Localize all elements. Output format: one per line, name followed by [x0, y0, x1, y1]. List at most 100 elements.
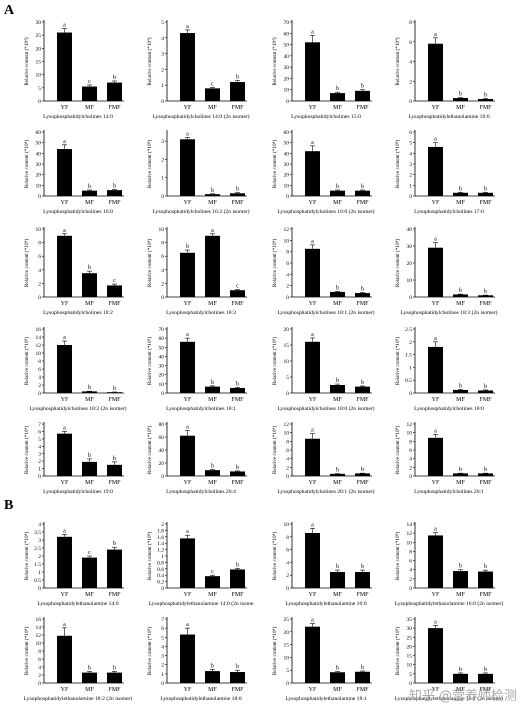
y-tick-label: 0	[286, 586, 289, 592]
bar-yf	[57, 32, 72, 101]
y-tick-label: 2.5	[405, 327, 412, 333]
y-tick-label: 50	[284, 141, 290, 147]
chart-title: Lysophosphatidylcholines 18:0	[414, 406, 484, 412]
significance-letter: b	[336, 86, 339, 92]
chart-title: Lysophosphatidylcholines 18:2	[43, 310, 113, 316]
x-tick-label: MF	[85, 480, 94, 486]
x-tick-label: FMF	[479, 397, 492, 403]
significance-letter: b	[484, 93, 487, 99]
x-tick-label: FMF	[108, 687, 121, 693]
chart-panel-17: 01 23 45 67 Relative content (*10⁴) a YF b MF b FM…	[23, 422, 124, 495]
bar-fmf	[107, 464, 122, 476]
y-tick-label: 0	[409, 474, 412, 480]
y-tick-label: 10	[407, 663, 413, 669]
bar-yf	[428, 628, 443, 683]
y-axis-label: Relative content (*10⁴)	[146, 426, 153, 474]
y-tick-label: 70	[284, 20, 290, 26]
bar-mf	[453, 98, 468, 101]
y-tick-label: 12	[284, 422, 290, 428]
bar-mf	[330, 385, 345, 393]
bar-mf	[205, 470, 220, 476]
y-tick-label: 10	[36, 641, 42, 647]
bar-fmf	[107, 392, 122, 393]
chart-panel-19: 0 2 4 6 8 10 12 Relative content (*10⁴) a YF b MF b F…	[271, 422, 375, 495]
y-tick-label: 0.2	[157, 580, 164, 586]
y-tick-label: 6	[286, 548, 289, 554]
chart-panel-16: 0 0.5 1 1.5 2 2.5 Relative content (*10⁴) a YF b M…	[394, 327, 495, 412]
x-tick-label: YF	[61, 301, 69, 307]
chart-title: Lysophosphatidylethanolamine 14:0	[37, 601, 118, 607]
bar-mf	[82, 273, 97, 297]
y-axis-label: Relative content (*10⁴)	[146, 37, 153, 85]
bar-fmf	[355, 671, 370, 683]
significance-letter: b	[336, 564, 339, 570]
y-tick-label: 1.8	[157, 528, 164, 534]
y-tick-label: 10	[36, 227, 42, 233]
bar-yf	[57, 149, 72, 196]
x-tick-label: MF	[208, 301, 217, 307]
chart-title: Lysophosphatidylcholines 18:1	[166, 406, 236, 412]
y-axis-label: Relative content (*10⁴)	[146, 532, 153, 580]
bar-fmf	[478, 673, 493, 683]
x-tick-label: MF	[333, 200, 342, 206]
y-tick-label: 0	[286, 295, 289, 301]
y-tick-label: 1.5	[405, 353, 412, 359]
y-tick-label: 10	[284, 88, 290, 94]
x-tick-label: MF	[208, 105, 217, 111]
y-axis-label: Relative content (*10⁴)	[23, 239, 30, 287]
y-tick-label: 8	[38, 359, 41, 365]
y-tick-label: 7	[161, 617, 164, 623]
y-axis-label: Relative content (*10⁴)	[23, 337, 30, 385]
chart-panel-9: 0 2 4 6 8 10 Relative content (*10⁴) a YF b MF c FMF…	[23, 227, 124, 316]
bar-mf	[205, 194, 220, 196]
y-tick-label: 30	[407, 626, 413, 632]
chart-title: Lysophosphatidylcholines 20:4	[166, 489, 236, 495]
x-tick-label: FMF	[479, 200, 492, 206]
significance-letter: b	[211, 380, 214, 386]
bar-fmf	[478, 390, 493, 393]
x-tick-label: FMF	[356, 105, 369, 111]
y-tick-label: 15	[284, 343, 290, 349]
y-tick-label: 0	[38, 474, 41, 480]
y-tick-label: 4	[38, 375, 41, 381]
y-tick-label: 14	[36, 625, 42, 631]
significance-letter: b	[459, 186, 462, 192]
y-tick-label: 12	[407, 422, 413, 428]
x-tick-label: YF	[61, 592, 69, 598]
y-tick-label: 4	[409, 151, 412, 157]
significance-letter: b	[336, 468, 339, 474]
y-axis-label: Relative content (*10⁴)	[394, 337, 401, 385]
y-tick-label: 15	[36, 60, 42, 66]
y-tick-label: 3	[161, 139, 164, 145]
bar-mf	[453, 192, 468, 196]
x-tick-label: MF	[333, 592, 342, 598]
chart-panel-13: 0 2 4 6 8 10 12 14 16 Relative content (*10⁴) a YF b…	[23, 327, 127, 412]
y-tick-label: 3	[38, 538, 41, 544]
chart-panel-1: 0 5 10 15 20 25 30 Relative content (*10⁴) a YF c M…	[23, 20, 124, 120]
significance-letter: b	[88, 184, 91, 190]
bar-yf	[180, 634, 195, 683]
y-tick-label: 20	[284, 630, 290, 636]
y-tick-label: 4	[38, 665, 41, 671]
y-tick-label: 4	[409, 457, 412, 463]
y-tick-label: 15	[284, 643, 290, 649]
chart-title: Lysophosphatidylethanolamine 18:1	[285, 696, 366, 702]
chart-panel-3: 0 10 20 30 40 50 60 70 Relative content (*10⁴) a Y…	[271, 20, 372, 120]
bar-mf	[82, 672, 97, 683]
significance-letter: a	[434, 527, 437, 533]
chart-title: Lysophosphatidylethanolamine 18:1 (2n is…	[395, 695, 504, 702]
y-tick-label: 0	[161, 681, 164, 687]
chart-panel-27: 0 5 10 15 20 25 Relative content (*10⁴) a YF b MF b…	[271, 617, 372, 702]
y-tick-label: 2	[38, 459, 41, 465]
y-tick-label: 0.4	[157, 573, 164, 579]
x-tick-label: YF	[432, 687, 440, 693]
bar-yf	[180, 139, 195, 196]
bar-mf	[330, 93, 345, 101]
x-tick-label: MF	[456, 480, 465, 486]
x-tick-label: MF	[333, 480, 342, 486]
y-tick-label: 30	[36, 20, 42, 26]
y-tick-label: 6	[409, 559, 412, 565]
significance-letter: a	[311, 30, 314, 36]
significance-letter: a	[434, 137, 437, 143]
chart-title: Lysophosphatidylcholines 18:0 (2n isomer…	[277, 405, 374, 412]
